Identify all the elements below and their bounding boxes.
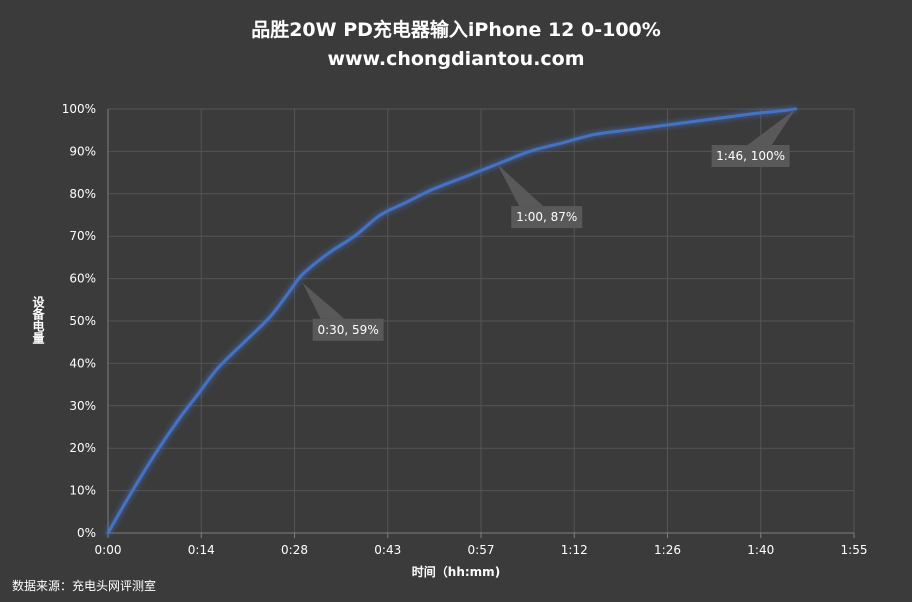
- x-tick-label: 1:26: [654, 543, 681, 557]
- y-tick-label: 80%: [69, 187, 96, 201]
- data-callout: 1:00, 87%: [497, 164, 583, 229]
- x-tick-label: 0:28: [281, 543, 308, 557]
- x-axis-label: 时间（hh:mm): [411, 565, 501, 579]
- callout-label: 0:30, 59%: [317, 323, 378, 337]
- x-tick-label: 0:43: [374, 543, 401, 557]
- x-tick-label: 0:14: [188, 543, 215, 557]
- callout-box: [312, 318, 384, 341]
- callout-box: [511, 206, 583, 229]
- y-tick-label: 10%: [69, 484, 96, 498]
- series-line: [106, 107, 798, 535]
- data-callout: 1:46, 100%: [711, 109, 796, 167]
- y-tick-label: 50%: [69, 314, 96, 328]
- y-tick-label: 40%: [69, 356, 96, 370]
- y-tick-label: 0%: [77, 526, 96, 540]
- callout-box: [711, 145, 790, 167]
- y-tick-label: 30%: [69, 399, 96, 413]
- x-tick-label: 0:00: [95, 543, 122, 557]
- callout-label: 1:00, 87%: [516, 210, 577, 224]
- y-tick-label: 60%: [69, 272, 96, 286]
- callout-pointer: [497, 164, 544, 207]
- y-tick-label: 20%: [69, 441, 96, 455]
- callout-pointer: [302, 282, 345, 319]
- x-tick-label: 1:12: [561, 543, 588, 557]
- y-tick-label: 90%: [69, 144, 96, 158]
- callout-pointer: [747, 109, 796, 145]
- x-tick-label: 0:57: [468, 543, 495, 557]
- callout-label: 1:46, 100%: [716, 149, 785, 163]
- x-tick-label: 1:40: [747, 543, 774, 557]
- y-tick-label: 70%: [69, 229, 96, 243]
- y-tick-label: 100%: [62, 102, 96, 116]
- chart-subtitle: www.chongdiantou.com: [327, 48, 585, 70]
- data-callout: 0:30, 59%: [302, 282, 384, 341]
- x-tick-label: 1:55: [841, 543, 868, 557]
- y-axis-label: 设备电量: [31, 296, 45, 344]
- data-source-note: 数据来源：充电头网评测室: [12, 579, 157, 593]
- chart-title: 品胜20W PD充电器输入iPhone 12 0-100%: [251, 19, 661, 41]
